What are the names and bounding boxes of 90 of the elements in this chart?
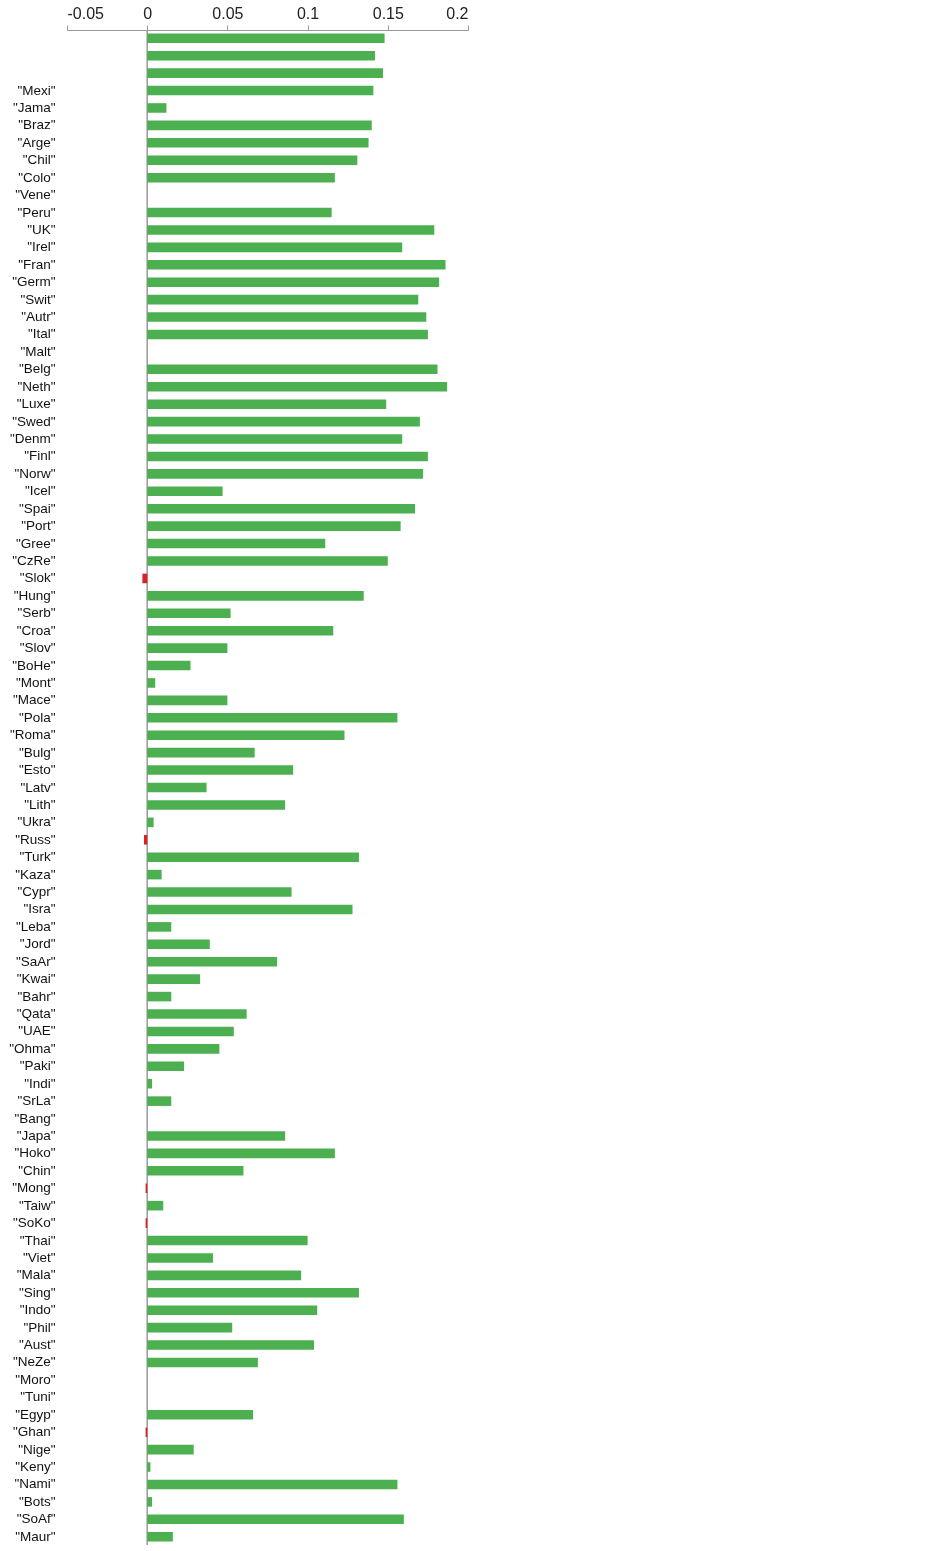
- y-tick-label: "Isra": [23, 901, 56, 917]
- y-tick-label: "Cypr": [17, 884, 56, 900]
- y-tick-label: "Neth": [17, 378, 56, 394]
- y-tick-label: "Kwai": [16, 971, 56, 987]
- y-tick-label: "Egyp": [15, 1406, 56, 1422]
- y-tick-label: "Bang": [14, 1110, 56, 1126]
- y-tick-label: "Hoko": [14, 1145, 56, 1161]
- y-tick-label: "Arge": [17, 134, 56, 150]
- y-tick-label: "UK": [27, 221, 56, 237]
- y-tick-label: "Fran": [18, 256, 56, 272]
- y-tick-label: "Aust": [18, 1337, 56, 1353]
- y-tick-label: "Tuni": [20, 1389, 56, 1405]
- y-tick-label: "SaAr": [15, 953, 56, 969]
- y-tick-label: "Indo": [19, 1302, 56, 1318]
- y-tick-label: "Gree": [15, 535, 56, 551]
- y-tick-label: "Moro": [15, 1371, 56, 1387]
- y-tick-label: "Autr": [21, 309, 56, 325]
- y-tick-label: "BoHe": [12, 657, 56, 673]
- y-tick-label: "Qata": [16, 1006, 56, 1022]
- y-tick-label: "Sing": [18, 1284, 56, 1300]
- y-tick-label: "Icel": [24, 483, 56, 499]
- y-tick-label: "Belg": [18, 361, 56, 377]
- y-tick-label: "Finl": [24, 448, 56, 464]
- y-tick-label: "Spai": [18, 500, 56, 516]
- y-tick-label: "SoAf": [16, 1511, 56, 1527]
- y-tick-label: "Port": [21, 518, 56, 534]
- y-tick-label: "Serb": [17, 605, 56, 621]
- x-tick-label: 0: [143, 4, 153, 22]
- y-tick-label: "Mala": [16, 1267, 56, 1283]
- y-tick-label: "Ukra": [17, 814, 56, 830]
- x-tick-label: 0.1: [296, 4, 320, 22]
- y-tick-label: "Esto": [18, 762, 56, 778]
- y-tick-label: "SoKo": [12, 1215, 56, 1231]
- y-tick-label: "Mexi": [17, 82, 56, 98]
- y-tick-label: "Maur": [15, 1528, 56, 1544]
- y-tick-label: "Bahr": [17, 988, 56, 1004]
- y-tick-label: "Leba": [15, 918, 56, 934]
- y-tick-label: "Denm": [9, 431, 56, 447]
- y-tick-label: "NeZe": [12, 1354, 56, 1370]
- y-tick-label: "Keny": [15, 1459, 56, 1475]
- x-tick-label: 0.05: [212, 4, 244, 22]
- y-tick-label: "Ohma": [9, 1040, 56, 1056]
- y-tick-label: "Phil": [23, 1319, 56, 1335]
- y-tick-label: "Viet": [22, 1249, 56, 1265]
- y-tick-label: "Norw": [14, 465, 56, 481]
- y-tick-label: "Hung": [13, 587, 56, 603]
- y-tick-label: "Mont": [15, 674, 56, 690]
- y-tick-label: "Slov": [19, 640, 56, 656]
- y-tick-label: "Malt": [20, 343, 56, 359]
- y-tick-label: "Jama": [12, 99, 56, 115]
- y-tick-label: "Chil": [22, 152, 56, 168]
- y-tick-label: "Jord": [19, 936, 56, 952]
- y-tick-label: "Russ": [15, 831, 56, 847]
- y-tick-label: "Japa": [16, 1127, 56, 1143]
- y-tick-label: "Indi": [24, 1075, 56, 1091]
- y-tick-label: "CzRe": [12, 552, 56, 568]
- y-tick-label: "Mong": [12, 1180, 56, 1196]
- x-tick-label: -0.05: [67, 4, 105, 22]
- y-tick-label: "Peru": [17, 204, 56, 220]
- y-tick-label: "Ital": [27, 326, 56, 342]
- y-tick-label: "Irel": [27, 239, 56, 255]
- y-tick-label: "Nami": [14, 1476, 56, 1492]
- y-tick-label: "Germ": [12, 274, 56, 290]
- y-tick-label: "Croa": [16, 622, 56, 638]
- y-tick-label: "UAE": [18, 1023, 56, 1039]
- y-tick-label: "Luxe": [16, 396, 56, 412]
- x-tick-label: 0.15: [372, 4, 404, 22]
- y-tick-label: "Paki": [19, 1058, 56, 1074]
- y-tick-label: "Braz": [18, 117, 56, 133]
- y-tick-label: "Bulg": [18, 744, 56, 760]
- y-tick-label: "SrLa": [17, 1093, 56, 1109]
- y-tick-label: "Pola": [18, 709, 56, 725]
- y-tick-label: "Nige": [18, 1441, 56, 1457]
- x-tick-label: 0.2: [446, 4, 469, 22]
- y-tick-label: "Colo": [18, 169, 56, 185]
- y-tick-label: "Swit": [20, 291, 56, 307]
- y-tick-label: "Chin": [18, 1162, 56, 1178]
- y-tick-label: "Ghan": [12, 1424, 56, 1440]
- y-tick-label: "Roma": [9, 727, 56, 743]
- y-tick-label: "Swed": [12, 413, 56, 429]
- y-tick-label: "Turk": [19, 849, 56, 865]
- y-tick-label: "Slok": [19, 570, 56, 586]
- y-tick-label: "Latv": [20, 779, 56, 795]
- y-tick-label: "Bots": [18, 1493, 56, 1509]
- y-tick-label: "Kaza": [15, 866, 56, 882]
- y-tick-label: "Mace": [12, 692, 56, 708]
- y-tick-label: "Lith": [24, 796, 56, 812]
- y-tick-label: "Vene": [15, 187, 56, 203]
- y-tick-label: "Taiw": [18, 1197, 56, 1213]
- y-tick-label: "Thai": [19, 1232, 56, 1248]
